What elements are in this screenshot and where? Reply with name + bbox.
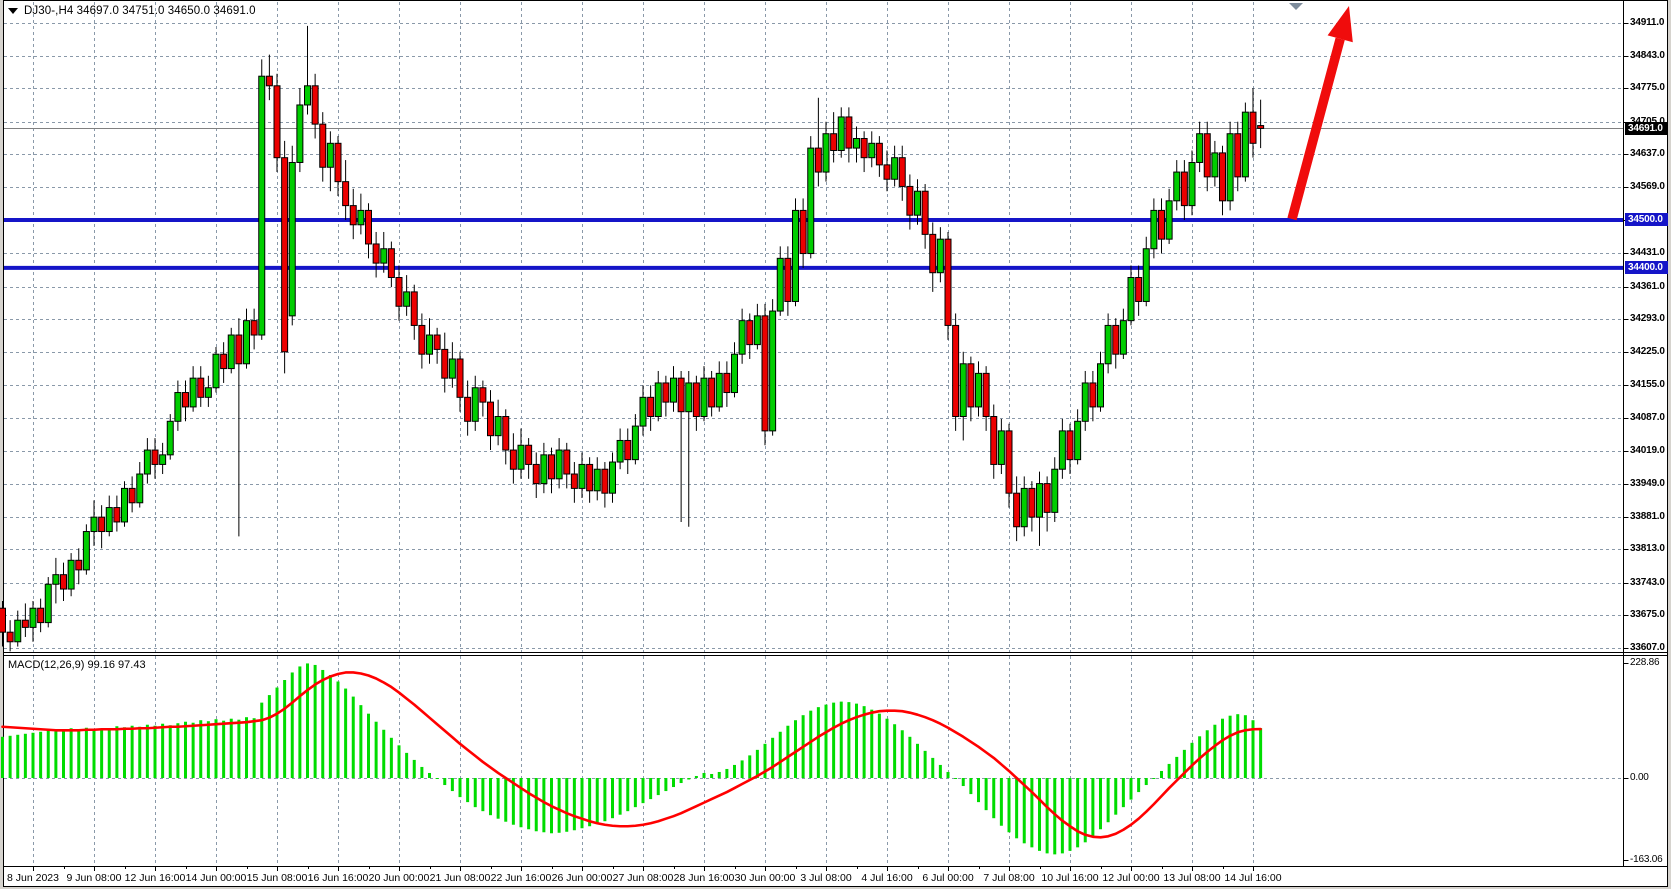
candles bbox=[0, 25, 1265, 652]
axis-ticks bbox=[3, 23, 1629, 871]
macd-histogram bbox=[1, 663, 1263, 855]
macd-signal-line bbox=[1, 671, 1262, 839]
chart-ohlc-title: DJ30-,H4 34697.0 34751.0 34650.0 34691.0 bbox=[24, 5, 256, 17]
chart-title: DJ30-,H4 34697.0 34751.0 34650.0 34691.0 bbox=[8, 4, 256, 18]
symbol-dropdown-icon[interactable] bbox=[8, 8, 18, 14]
scroll-marker-triangle-icon bbox=[1289, 3, 1303, 10]
panel-borders bbox=[3, 0, 1668, 867]
macd-indicator-label: MACD(12,26,9) 99.16 97.43 bbox=[8, 659, 146, 671]
up-arrow-annotation[interactable] bbox=[1287, 6, 1353, 221]
